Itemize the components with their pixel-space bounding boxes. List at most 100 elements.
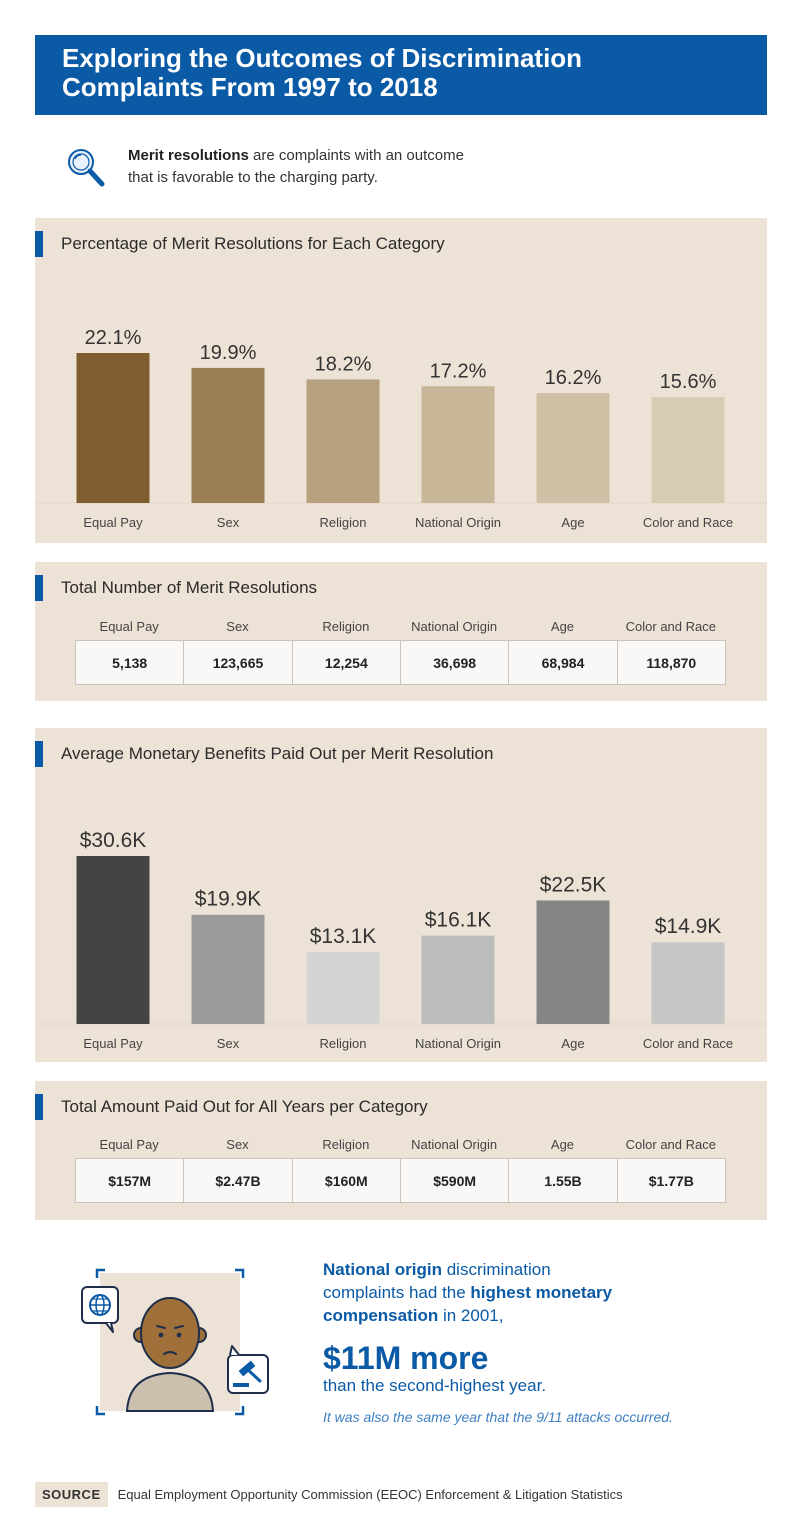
- table-1-row: 5,138 123,665 12,254 36,698 68,984 118,8…: [75, 640, 726, 685]
- callout-text-segment: complaints had the: [323, 1283, 471, 1302]
- chart-2-title: Average Monetary Benefits Paid Out per M…: [61, 744, 494, 763]
- table-header-cell: Equal Pay: [99, 619, 159, 634]
- callout-big-figure: $11M more: [323, 1340, 489, 1376]
- table-1-header: Equal Pay Sex Religion National Origin A…: [75, 619, 725, 634]
- table-header-cell: National Origin: [411, 619, 498, 634]
- table-1-title: Total Number of Merit Resolutions: [61, 578, 318, 597]
- data-label: $16.1K: [425, 909, 492, 932]
- callout-line-2: complaints had the highest monetary: [323, 1281, 763, 1304]
- data-label: $19.9K: [195, 888, 262, 911]
- table-cell: $2.47B: [184, 1159, 293, 1202]
- data-label: 17.2%: [430, 360, 487, 382]
- category-label: Color and Race: [643, 515, 733, 530]
- callout-text-segment: discrimination: [442, 1260, 551, 1279]
- table-cell: 118,870: [646, 654, 697, 671]
- table-header-cell: Sex: [226, 1137, 249, 1152]
- definition-line-1: are complaints with an outcome: [248, 147, 464, 164]
- bar-national-origin: [421, 935, 495, 1024]
- panel-heading: Percentage of Merit Resolutions for Each…: [35, 231, 445, 257]
- table-cell: 68,984: [509, 641, 618, 684]
- panel-total-amount-paid: Total Amount Paid Out for All Years per …: [35, 1081, 767, 1220]
- bar-age: [536, 900, 610, 1024]
- callout-subtext: than the second-highest year.: [323, 1376, 547, 1395]
- panel-merit-percentage: Percentage of Merit Resolutions for Each…: [35, 218, 767, 543]
- callout-line-3: compensation in 2001,: [323, 1304, 763, 1327]
- table-cell: 5,138: [76, 641, 185, 684]
- data-label: $22.5K: [540, 873, 607, 896]
- table-header-cell: Equal Pay: [99, 1137, 159, 1152]
- data-label: 19.9%: [200, 342, 257, 364]
- definition-text: Merit resolutions are complaints with an…: [128, 145, 464, 189]
- category-label: National Origin: [415, 1036, 501, 1051]
- definition-term: Merit resolutions: [128, 147, 249, 164]
- bar-age: [536, 393, 610, 503]
- frame-corner-marks: [95, 1268, 245, 1416]
- source-line: SOURCE Equal Employment Opportunity Comm…: [35, 1481, 623, 1508]
- callout-line-1: National origin discrimination: [323, 1258, 763, 1281]
- gavel-icon: [227, 1345, 269, 1394]
- page-title-line-2: Complaints From 1997 to 2018: [62, 72, 438, 102]
- person-icon: [125, 1297, 215, 1412]
- category-label: Religion: [320, 515, 367, 530]
- table-cell: $157M: [76, 1159, 185, 1202]
- data-label: 16.2%: [545, 367, 602, 389]
- table-header-cell: National Origin: [411, 1137, 498, 1152]
- callout-highlight-national-origin: National origin: [323, 1260, 442, 1279]
- panel-average-monetary-benefits: Average Monetary Benefits Paid Out per M…: [35, 728, 767, 1062]
- callout-highlight-monetary: highest monetary: [470, 1283, 613, 1302]
- definition-line-2: that is favorable to the charging party.: [128, 169, 378, 186]
- bar-sex: [191, 914, 265, 1024]
- table-cell: 123,665: [184, 641, 293, 684]
- chart-merit-percentage: 22.1% Equal Pay 19.9% Sex 18.2% Religion 17.2%…: [35, 327, 767, 530]
- table-header-cell: Religion: [322, 619, 370, 634]
- callout-text: National origin discrimination complaint…: [323, 1258, 763, 1425]
- data-label: 18.2%: [315, 353, 372, 375]
- category-label: Religion: [320, 1036, 367, 1051]
- table-header-cell: Color and Race: [625, 1137, 716, 1152]
- panel-heading: Total Amount Paid Out for All Years per …: [35, 1094, 428, 1120]
- table-2-header: Equal Pay Sex Religion National Origin A…: [75, 1137, 725, 1152]
- category-label: National Origin: [415, 515, 501, 530]
- table-header-cell: Age: [550, 1137, 575, 1152]
- category-label: Equal Pay: [83, 1036, 143, 1051]
- data-label: $30.6K: [80, 829, 147, 852]
- table-cell: $590M: [401, 1159, 510, 1202]
- table-cell: 36,698: [401, 641, 510, 684]
- callout-illustration: [81, 1268, 269, 1416]
- category-label: Sex: [217, 515, 240, 530]
- table-cell: 12,254: [293, 641, 401, 684]
- table-cell: 1.55B: [509, 1159, 618, 1202]
- category-label: Sex: [217, 1036, 240, 1051]
- table-header-cell: Sex: [226, 619, 249, 634]
- panel-heading: Average Monetary Benefits Paid Out per M…: [35, 741, 493, 767]
- title-banner: Exploring the Outcomes of Discrimination…: [35, 35, 767, 115]
- bar-color-and-race: [651, 942, 725, 1024]
- category-label: Age: [561, 1036, 584, 1051]
- heading-accent-bar: [35, 1094, 43, 1120]
- page-title-line-1: Exploring the Outcomes of Discrimination: [62, 43, 583, 73]
- bar-equal-pay: [76, 856, 150, 1024]
- bar-sex: [191, 367, 265, 503]
- source-text: Equal Employment Opportunity Commission …: [117, 1487, 623, 1502]
- heading-accent-bar: [35, 575, 43, 601]
- bar-color-and-race: [651, 397, 725, 503]
- data-label: 22.1%: [85, 327, 142, 349]
- chart-average-monetary-benefits: $30.6K Equal Pay $19.9K Sex $13.1K Religion $1…: [35, 829, 767, 1051]
- data-label: $13.1K: [310, 925, 377, 948]
- table-2-title: Total Amount Paid Out for All Years per …: [61, 1097, 428, 1116]
- source-label: SOURCE: [35, 1482, 108, 1507]
- heading-accent-bar: [35, 231, 43, 257]
- table-header-cell: Color and Race: [625, 619, 716, 634]
- globe-icon: [81, 1286, 119, 1333]
- table-cell: $160M: [293, 1159, 401, 1202]
- definition-block: Merit resolutions are complaints with an…: [66, 145, 586, 195]
- table-2-row: $157M $2.47B $160M $590M 1.55B $1.77B: [75, 1158, 726, 1203]
- category-label: Color and Race: [643, 1036, 733, 1051]
- callout-highlight-compensation: compensation: [323, 1306, 439, 1325]
- panel-total-merit-resolutions: Total Number of Merit Resolutions Equal …: [35, 562, 767, 701]
- bar-religion: [306, 379, 380, 503]
- bar-national-origin: [421, 386, 495, 503]
- callout-note: It was also the same year that the 9/11 …: [323, 1409, 673, 1425]
- panel-heading: Total Number of Merit Resolutions: [35, 575, 317, 601]
- category-label: Age: [561, 515, 584, 530]
